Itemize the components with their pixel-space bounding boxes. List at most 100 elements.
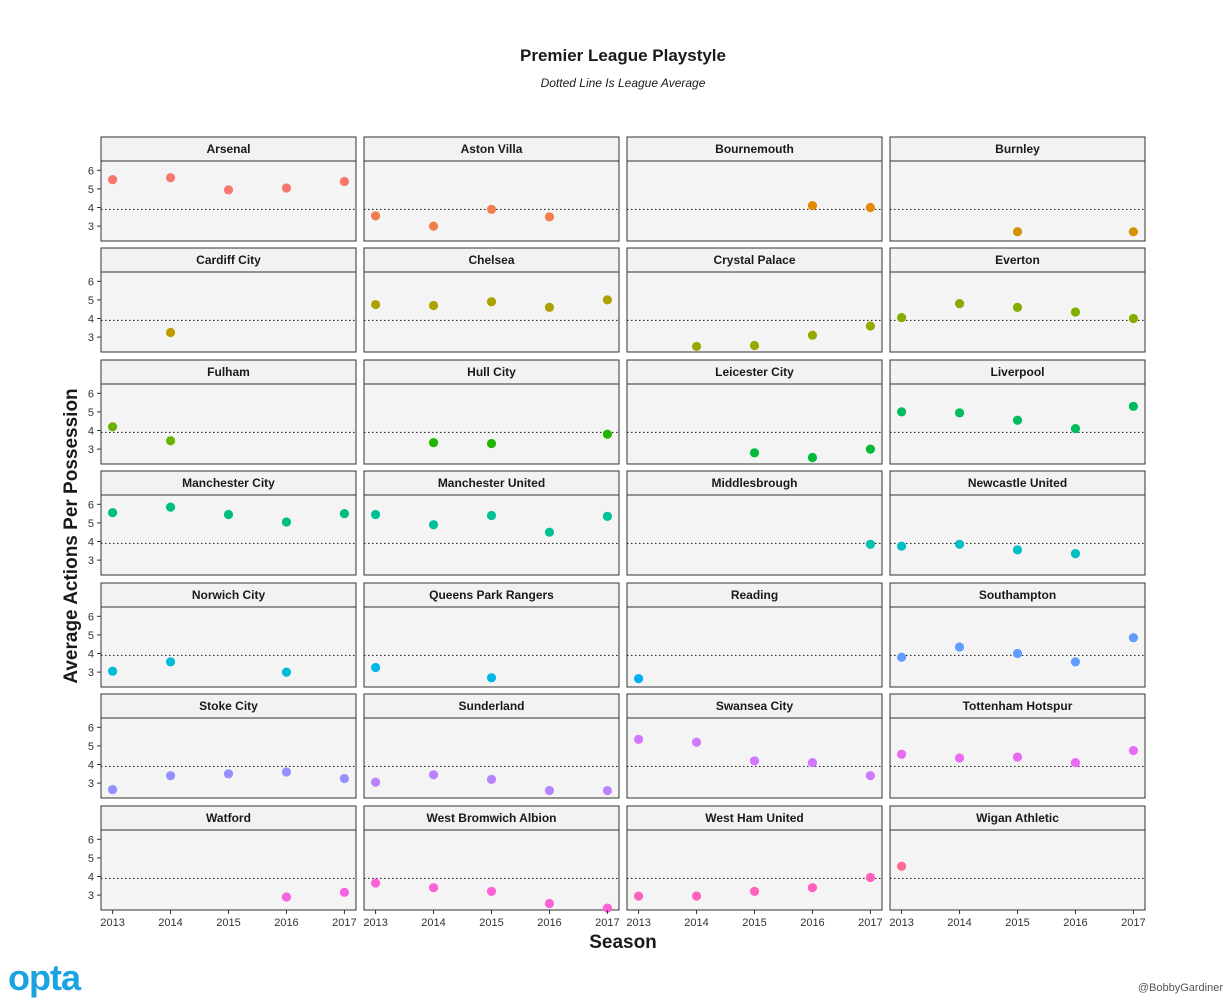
- facet-label-manchester-united: Manchester United: [438, 476, 545, 490]
- data-point-leicester-city-2017: [865, 444, 876, 454]
- facet-label-norwich-city: Norwich City: [192, 588, 266, 602]
- data-point-everton-2013: [896, 312, 907, 323]
- facet-strip-west-ham-united: [626, 805, 883, 831]
- x-tick-label: 2016: [274, 917, 298, 929]
- data-point-norwich-city-2014: [165, 657, 176, 667]
- x-tick-label: 2013: [626, 917, 650, 929]
- data-point-manchester-united-2013: [370, 509, 381, 520]
- facet-panel-west-ham-united: [626, 829, 883, 911]
- data-point-wigan-athletic-2013: [896, 861, 907, 871]
- opta-logo: opta: [8, 957, 81, 998]
- facet-strip-arsenal: [100, 136, 357, 162]
- data-point-manchester-city-2017: [339, 509, 350, 519]
- data-point-west-bromwich-albion-2017: [602, 903, 613, 913]
- data-point-tottenham-hotspur-2016: [1070, 758, 1081, 768]
- x-tick-label: 2015: [479, 917, 503, 929]
- data-point-aston-villa-2013: [370, 211, 381, 221]
- data-point-hull-city-2014: [428, 438, 439, 448]
- facet-label-middlesbrough: Middlesbrough: [712, 476, 798, 490]
- y-tick-label: 4: [88, 426, 94, 438]
- data-point-newcastle-united-2015: [1012, 545, 1023, 555]
- facet-panel-everton: [889, 271, 1146, 353]
- y-tick-label: 4: [88, 537, 94, 549]
- data-point-norwich-city-2016: [281, 667, 292, 677]
- data-point-leicester-city-2016: [807, 452, 818, 463]
- x-tick-label: 2016: [1063, 917, 1087, 929]
- y-tick-label: 3: [88, 444, 94, 456]
- data-point-crystal-palace-2017: [865, 321, 876, 331]
- facet-panel-bournemouth: [626, 160, 883, 242]
- y-tick-label: 4: [88, 872, 94, 884]
- data-point-liverpool-2013: [896, 407, 907, 417]
- facet-label-everton: Everton: [995, 253, 1040, 267]
- facet-label-southampton: Southampton: [979, 588, 1056, 602]
- x-tick-label: 2015: [742, 917, 766, 929]
- facet-label-newcastle-united: Newcastle United: [968, 476, 1067, 490]
- data-point-swansea-city-2017: [865, 771, 876, 781]
- data-point-southampton-2017: [1128, 633, 1139, 643]
- y-tick-label: 5: [88, 295, 94, 307]
- data-point-arsenal-2015: [223, 185, 234, 195]
- facet-strip-crystal-palace: [626, 247, 883, 273]
- y-tick-label: 6: [88, 722, 94, 734]
- x-tick-label: 2014: [684, 917, 708, 929]
- facet-strip-middlesbrough: [626, 470, 883, 496]
- facet-label-aston-villa: Aston Villa: [461, 142, 523, 156]
- data-point-swansea-city-2016: [807, 758, 818, 768]
- data-point-aston-villa-2015: [486, 204, 497, 214]
- data-point-watford-2016: [281, 892, 292, 902]
- facet-label-burnley: Burnley: [995, 142, 1040, 156]
- facet-strip-swansea-city: [626, 693, 883, 719]
- data-point-everton-2015: [1012, 302, 1023, 312]
- facet-strip-norwich-city: [100, 582, 357, 608]
- data-point-liverpool-2016: [1070, 424, 1081, 434]
- data-point-manchester-city-2013: [107, 508, 118, 518]
- data-point-southampton-2014: [954, 642, 965, 652]
- data-point-fulham-2013: [107, 422, 118, 432]
- data-point-west-bromwich-albion-2016: [544, 898, 555, 909]
- facet-label-tottenham-hotspur: Tottenham Hotspur: [963, 699, 1073, 713]
- y-tick-label: 5: [88, 741, 94, 753]
- facet-label-sunderland: Sunderland: [458, 699, 524, 713]
- facet-panel-arsenal: [100, 160, 357, 242]
- facet-panel-manchester-united: [363, 494, 620, 576]
- data-point-chelsea-2016: [544, 302, 555, 312]
- y-tick-label: 6: [88, 611, 94, 623]
- data-point-liverpool-2014: [954, 408, 965, 418]
- facet-label-wigan-athletic: Wigan Athletic: [976, 811, 1059, 825]
- data-point-arsenal-2013: [107, 175, 118, 185]
- y-tick-label: 5: [88, 407, 94, 419]
- facet-label-west-ham-united: West Ham United: [705, 811, 803, 825]
- y-tick-label: 4: [88, 203, 94, 215]
- data-point-newcastle-united-2016: [1070, 549, 1081, 559]
- author-credit: @BobbyGardiner: [1137, 982, 1223, 994]
- data-point-arsenal-2017: [339, 176, 350, 187]
- y-tick-label: 6: [88, 388, 94, 400]
- data-point-southampton-2015: [1012, 648, 1023, 659]
- facet-label-reading: Reading: [731, 588, 778, 602]
- data-point-chelsea-2017: [602, 295, 613, 305]
- x-tick-label: 2014: [158, 917, 182, 929]
- x-tick-label: 2015: [216, 917, 240, 929]
- y-tick-label: 4: [88, 760, 94, 772]
- data-point-newcastle-united-2014: [954, 539, 965, 549]
- data-point-aston-villa-2016: [544, 212, 555, 222]
- y-tick-label: 6: [88, 276, 94, 288]
- y-tick-label: 5: [88, 630, 94, 642]
- data-point-crystal-palace-2015: [749, 340, 760, 351]
- data-point-manchester-united-2017: [602, 511, 613, 521]
- facet-panel-middlesbrough: [626, 494, 883, 576]
- data-point-everton-2014: [954, 299, 965, 309]
- y-tick-label: 3: [88, 221, 94, 233]
- y-tick-label: 6: [88, 165, 94, 177]
- data-point-liverpool-2017: [1128, 401, 1139, 411]
- data-point-chelsea-2014: [428, 300, 439, 311]
- facet-panel-watford: [100, 829, 357, 911]
- y-tick-label: 6: [88, 834, 94, 846]
- facet-strip-stoke-city: [100, 693, 357, 719]
- x-tick-label: 2013: [363, 917, 387, 929]
- data-point-tottenham-hotspur-2015: [1012, 752, 1023, 762]
- data-point-southampton-2016: [1070, 657, 1081, 667]
- data-point-stoke-city-2013: [107, 785, 118, 795]
- facet-panel-norwich-city: [100, 606, 357, 688]
